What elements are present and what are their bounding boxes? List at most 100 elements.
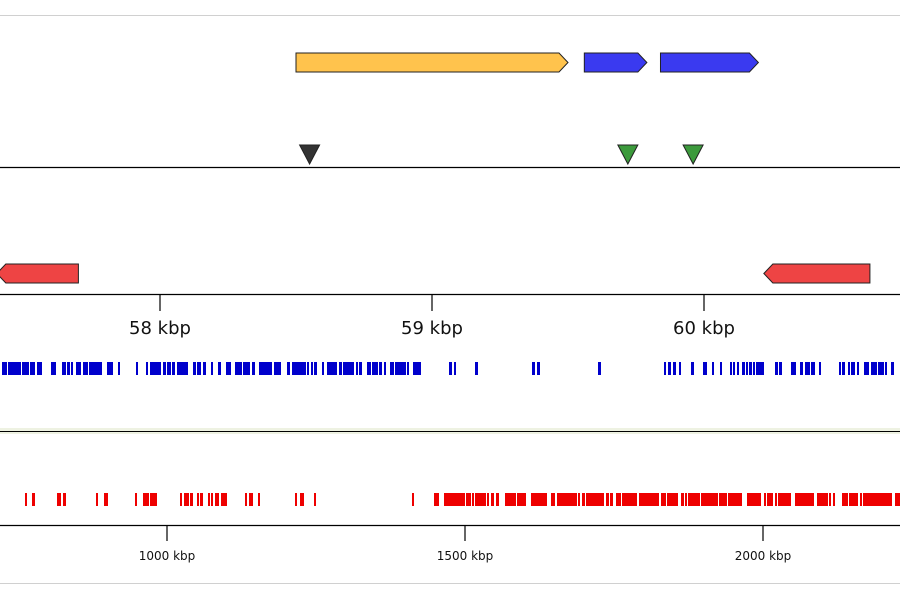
feature-tick <box>733 362 735 375</box>
marker-triangle-2[interactable] <box>617 144 639 166</box>
feature-tick <box>881 362 884 375</box>
feature-tick <box>646 493 649 506</box>
feature-tick <box>860 493 862 506</box>
feature-tick <box>407 362 409 375</box>
feature-tick <box>688 493 691 506</box>
reverse-gene-track <box>0 263 871 284</box>
feature-tick <box>416 362 419 375</box>
feature-tick <box>37 362 40 375</box>
feature-tick <box>8 362 10 375</box>
feature-tick <box>541 493 543 506</box>
feature-tick <box>249 493 251 506</box>
feature-tick <box>19 362 21 375</box>
feature-tick <box>454 362 456 375</box>
feature-tick <box>807 362 810 375</box>
feature-tick <box>279 362 281 375</box>
feature-tick <box>876 493 878 506</box>
reverse-gene-arrow-2[interactable] <box>763 263 871 284</box>
feature-tick <box>435 493 437 506</box>
feature-tick <box>194 362 196 375</box>
feature-tick <box>150 493 152 506</box>
feature-tick <box>732 493 734 506</box>
feature-tick <box>295 493 297 506</box>
feature-tick <box>201 493 203 506</box>
feature-tick <box>300 362 303 375</box>
forward-gene-arrow-2[interactable] <box>583 52 648 73</box>
feature-tick <box>737 362 739 375</box>
feature-tick <box>96 493 98 506</box>
feature-tick <box>650 493 653 506</box>
feature-tick <box>240 362 242 375</box>
feature-tick <box>747 493 749 506</box>
feature-tick <box>288 362 290 375</box>
feature-tick <box>143 493 146 506</box>
feature-tick <box>330 362 333 375</box>
feature-tick <box>720 362 722 375</box>
feature-tick <box>184 362 186 375</box>
feature-tick <box>100 362 102 375</box>
feature-tick <box>511 493 513 506</box>
feature-tick <box>851 362 853 375</box>
feature-tick <box>545 493 547 506</box>
feature-tick <box>619 493 621 506</box>
feature-tick <box>882 493 884 506</box>
feature-tick <box>885 493 887 506</box>
feature-tick <box>294 362 296 375</box>
forward-gene-arrow-3[interactable] <box>659 52 760 73</box>
overview-red-feature-track <box>25 493 900 506</box>
feature-tick <box>352 362 354 375</box>
feature-tick <box>514 493 516 506</box>
feature-tick <box>472 493 474 506</box>
feature-tick <box>456 493 459 506</box>
feature-tick <box>771 493 773 506</box>
feature-tick <box>118 362 120 375</box>
feature-tick <box>679 362 681 375</box>
feature-tick <box>524 493 526 506</box>
feature-tick <box>461 493 463 506</box>
feature-tick <box>759 493 761 506</box>
feature-tick <box>842 362 845 375</box>
feature-tick <box>746 362 748 375</box>
feature-tick <box>184 493 186 506</box>
feature-tick <box>655 493 657 506</box>
feature-tick <box>300 493 302 506</box>
feature-tick <box>190 493 193 506</box>
feature-tick <box>749 362 752 375</box>
feature-tick <box>413 362 415 375</box>
feature-tick <box>437 493 439 506</box>
overview-tick-label-2: 1500 kbp <box>437 549 494 563</box>
feature-tick <box>172 362 175 375</box>
feature-tick <box>263 362 265 375</box>
feature-tick <box>664 493 666 506</box>
feature-tick <box>839 362 841 375</box>
overview-blue-feature-track <box>2 362 894 375</box>
feature-tick <box>713 493 716 506</box>
feature-tick <box>62 362 65 375</box>
feature-tick <box>367 362 370 375</box>
feature-tick <box>459 493 461 506</box>
feature-tick <box>559 493 561 506</box>
feature-tick <box>657 493 659 506</box>
feature-tick <box>721 493 723 506</box>
feature-tick <box>302 493 304 506</box>
feature-tick <box>335 362 337 375</box>
feature-tick <box>31 362 33 375</box>
reverse-gene-arrow-1[interactable] <box>0 263 79 284</box>
forward-gene-arrow-1[interactable] <box>295 52 569 73</box>
marker-triangle-1[interactable] <box>298 144 321 166</box>
feature-tick <box>668 493 670 506</box>
feature-tick <box>379 362 382 375</box>
feature-tick <box>553 493 555 506</box>
feature-tick <box>822 493 824 506</box>
feature-tick <box>376 362 378 375</box>
feature-tick <box>484 493 486 506</box>
marker-triangle-3[interactable] <box>682 144 704 166</box>
feature-tick <box>39 362 42 375</box>
feature-tick <box>243 362 246 375</box>
feature-tick <box>670 493 673 506</box>
feature-tick <box>17 362 19 375</box>
feature-tick <box>890 493 892 506</box>
feature-tick <box>505 493 508 506</box>
feature-tick <box>211 362 213 375</box>
feature-tick <box>93 362 96 375</box>
